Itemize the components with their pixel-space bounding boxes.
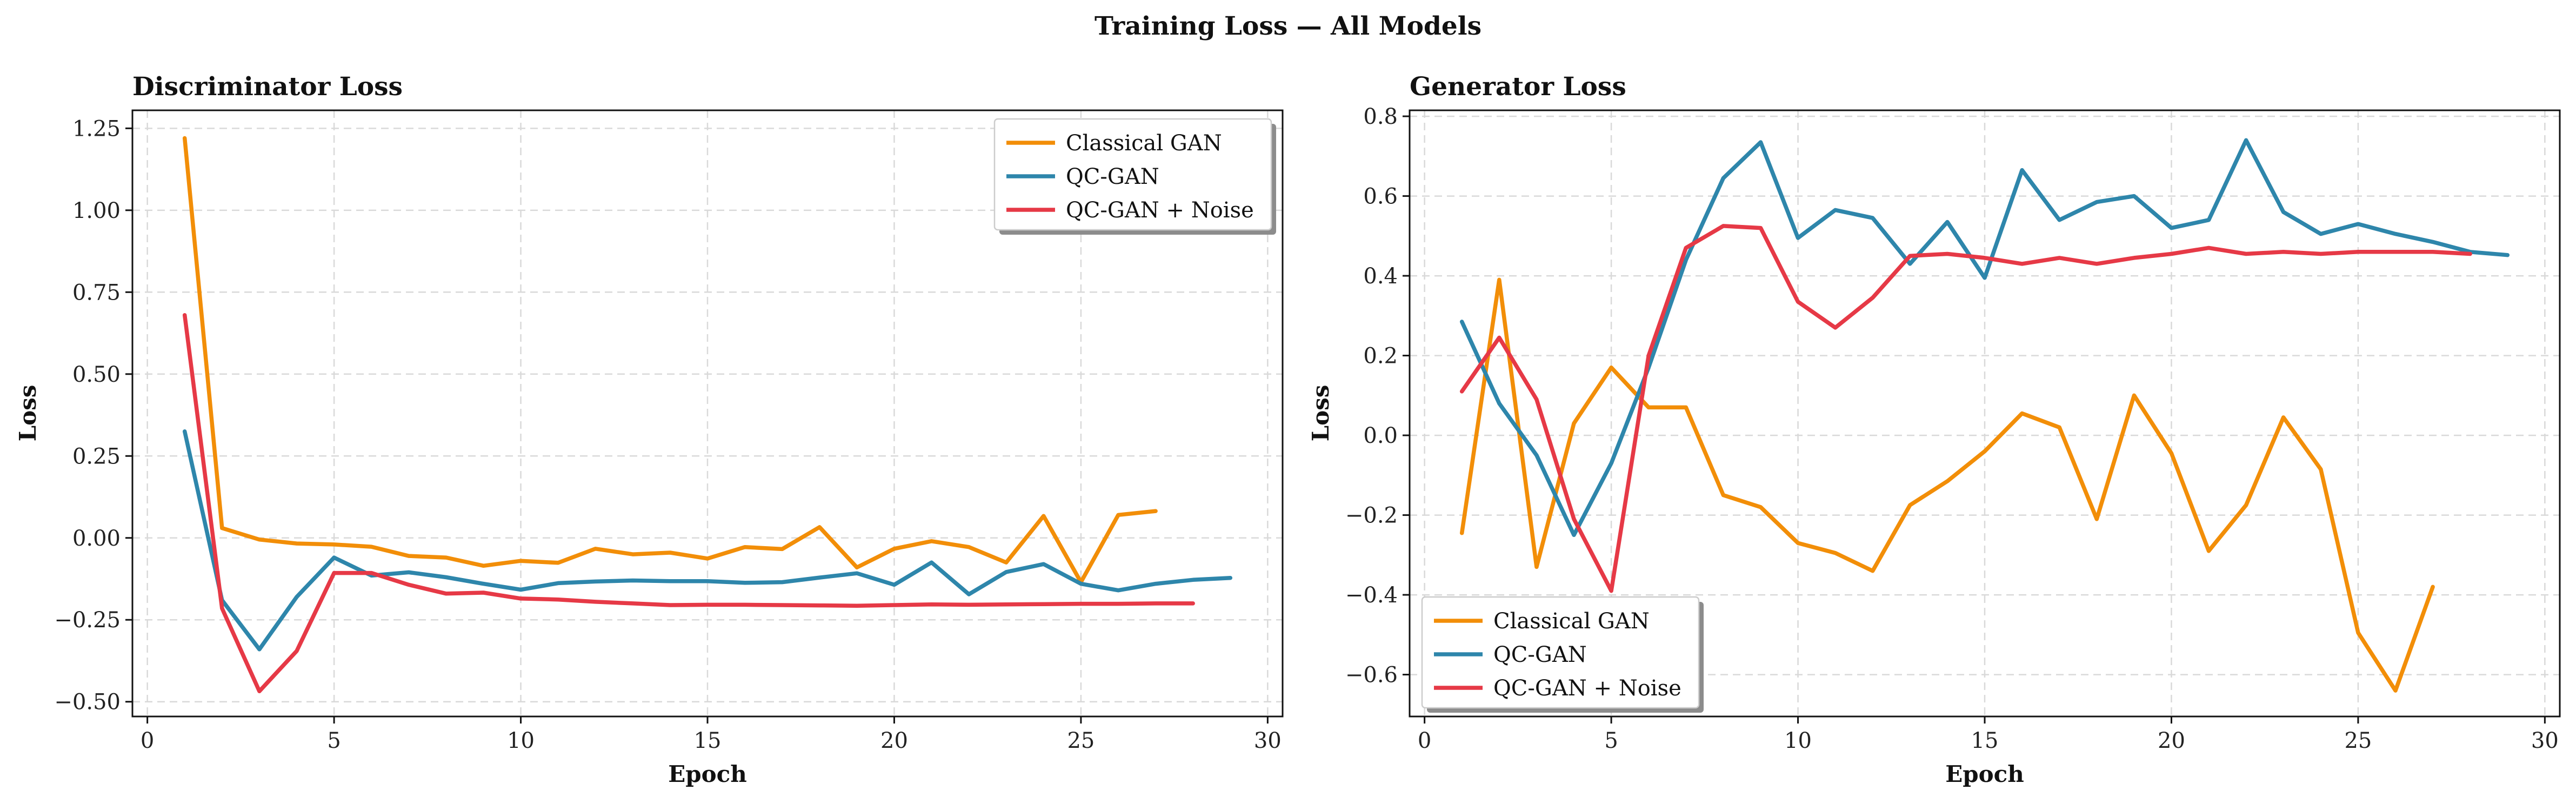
discriminator-x-tick-label: 20: [880, 728, 908, 753]
discriminator-legend-label-classical-gan: Classical GAN: [1066, 131, 1222, 156]
generator-series-classical-gan: [1459, 277, 2435, 693]
generator-loss-title: Generator Loss: [1410, 72, 1626, 102]
discriminator-y-tick-label: 0.50: [72, 362, 121, 387]
generator-x-tick-label: 0: [1418, 728, 1431, 753]
generator-y-tick-label: −0.6: [1345, 663, 1398, 688]
generator-y-tick-label: −0.2: [1345, 503, 1398, 528]
generator-y-axis-label: Loss: [1307, 385, 1334, 442]
generator-plot-area: 0 5 10 15 20 25 30 −0.6 −0.4 −0.2 0.0 0.2 0.4 0.6 0.8: [1345, 104, 2561, 753]
discriminator-y-tick-label: 0.25: [72, 444, 121, 469]
discriminator-y-axis-label: Loss: [15, 385, 41, 442]
generator-y-tick-label: −0.4: [1345, 583, 1398, 608]
generator-legend: Classical GAN QC-GAN QC-GAN + Noise: [1421, 596, 1704, 713]
discriminator-x-tick-label: 30: [1254, 728, 1282, 753]
discriminator-legend-label-qc-gan-noise: QC-GAN + Noise: [1066, 198, 1254, 223]
discriminator-x-tick-label: 15: [694, 728, 722, 753]
discriminator-loss-panel: Discriminator Loss Epoch Loss 0 5 10 15 20 25…: [15, 72, 1284, 787]
discriminator-x-tick-label: 5: [327, 728, 341, 753]
generator-series-qc-gan-noise: [1459, 224, 2472, 593]
generator-legend-label-qc-gan: QC-GAN: [1493, 642, 1587, 667]
generator-x-tick-label: 30: [2531, 728, 2559, 753]
generator-x-tick-label: 5: [1604, 728, 1618, 753]
discriminator-y-tick-label: −0.25: [54, 608, 121, 633]
generator-x-tick-label: 25: [2344, 728, 2372, 753]
discriminator-x-tick-label: 10: [507, 728, 535, 753]
discriminator-y-tick-label: 1.00: [72, 198, 121, 223]
discriminator-x-axis-label: Epoch: [668, 761, 747, 787]
generator-y-tick-label: 0.8: [1363, 104, 1398, 129]
generator-series-qc-gan: [1459, 138, 2510, 537]
discriminator-y-tick-label: 0.00: [72, 526, 121, 551]
discriminator-x-tick-label: 0: [141, 728, 154, 753]
figure-suptitle: Training Loss — All Models: [1095, 11, 1481, 41]
discriminator-y-tick-label: 0.75: [72, 280, 121, 305]
generator-legend-label-classical-gan: Classical GAN: [1493, 609, 1650, 634]
discriminator-legend-box: [993, 118, 1272, 231]
discriminator-loss-title: Discriminator Loss: [132, 72, 403, 102]
generator-x-tick-label: 15: [1971, 728, 1999, 753]
generator-x-tick-label: 20: [2158, 728, 2185, 753]
generator-legend-box: [1421, 596, 1700, 709]
generator-x-axis-label: Epoch: [1945, 761, 2024, 787]
generator-y-tick-label: 0.2: [1363, 344, 1398, 369]
discriminator-series-qc-gan-noise: [182, 313, 1195, 694]
generator-y-tick-label: 0.4: [1363, 264, 1398, 289]
generator-y-tick-label: 0.0: [1363, 423, 1398, 448]
generator-loss-panel: Generator Loss Epoch Loss 0 5 10 15 20 25 30 −0…: [1307, 72, 2561, 787]
discriminator-y-tick-label: 1.25: [72, 116, 121, 141]
discriminator-series-classical-gan: [182, 136, 1158, 585]
generator-legend-label-qc-gan-noise: QC-GAN + Noise: [1493, 676, 1681, 701]
generator-y-tick-label: 0.6: [1363, 184, 1398, 209]
discriminator-y-tick-label: −0.50: [54, 690, 121, 715]
discriminator-legend: Classical GAN QC-GAN QC-GAN + Noise: [993, 118, 1276, 235]
discriminator-x-tick-label: 25: [1067, 728, 1095, 753]
generator-x-tick-label: 10: [1784, 728, 1812, 753]
discriminator-series-qc-gan: [182, 429, 1233, 652]
discriminator-legend-label-qc-gan: QC-GAN: [1066, 164, 1159, 189]
